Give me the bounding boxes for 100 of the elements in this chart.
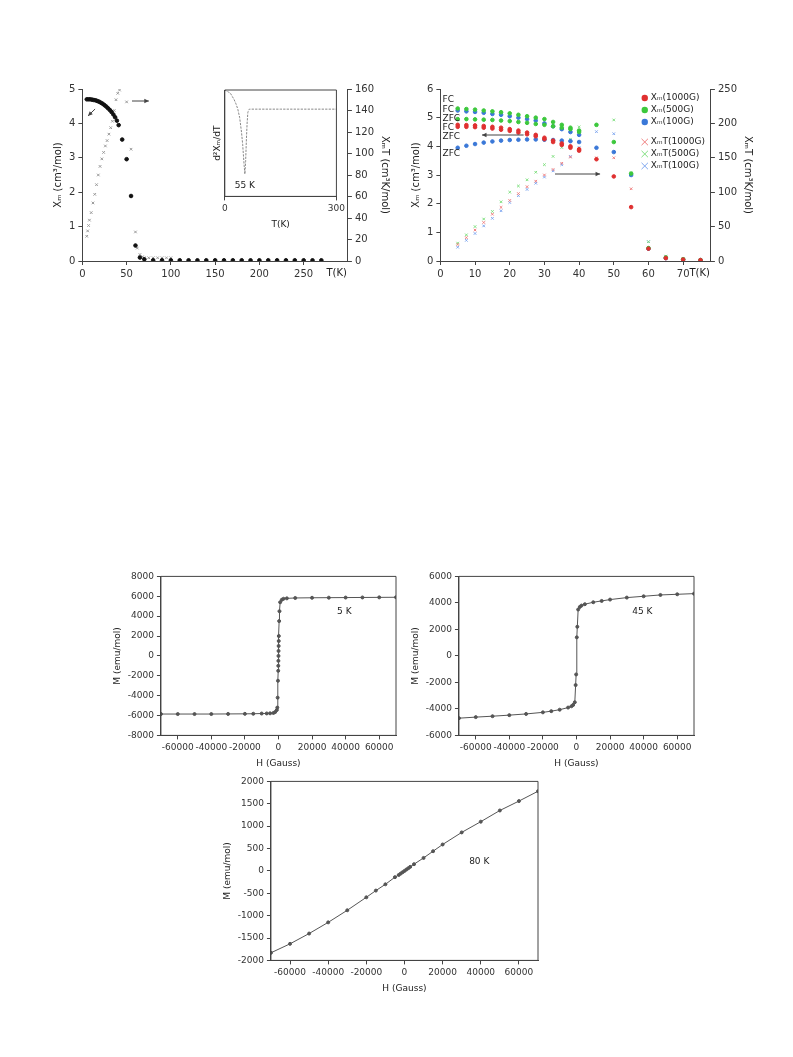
annotation: FC [442,104,454,115]
annotation: FC [442,122,454,133]
y-tick-label: 6 [426,82,434,94]
y-axis-title: M (emu/mol) [111,627,122,685]
y-tick-label: -500 [243,887,265,898]
y2-axis-title: XₘT (cm³K/mol) [380,136,392,215]
x-tick-label: 0 [401,967,408,978]
x-tick-label: 300 [327,203,346,214]
x-tick-label: 50 [120,267,133,279]
y-tick-label: -4000 [127,689,155,700]
y-tick-label: 2 [426,197,434,209]
x-tick-label: 20 [503,267,517,279]
y-tick-label: 2000 [131,630,155,641]
y-tick-label: 1000 [241,820,265,831]
y-tick-label: 0 [446,650,453,661]
y-tick-label: -1000 [237,909,265,920]
x-tick-label: 250 [294,267,314,279]
y-tick-label: 4000 [131,610,155,621]
y-tick-label: 0 [148,650,155,661]
x-tick-label: 40000 [629,742,659,753]
legend-label: Xₘ(500G) [650,104,694,115]
y-tick-label: 3 [68,151,76,163]
legend-label: Xₘ(100G) [650,116,694,127]
y-tick-label: 1 [68,220,76,232]
y2-tick-label: 200 [717,116,738,128]
y-tick-label: 2000 [241,775,265,786]
x-tick-label: -20000 [526,742,560,753]
y-tick-label: 4 [426,139,434,151]
x-tick-label: 40000 [466,967,496,978]
y2-tick-label: 60 [354,190,368,202]
y2-tick-label: 20 [354,233,368,245]
x-tick-label: 150 [205,267,225,279]
y-axis-title: M (emu/mol) [221,842,232,900]
annotation: ZFC [442,147,461,158]
x-tick-label: 60000 [504,967,534,978]
legend-label: XₘT(1000G) [650,136,705,147]
x-tick-label: -20000 [228,742,262,753]
x-tick-label: -40000 [312,967,345,978]
y-tick-label: 1 [426,225,434,237]
x-tick-label: 20000 [297,742,327,753]
y2-tick-label: 40 [354,211,368,223]
x-tick-label: -60000 [459,742,492,753]
y-tick-label: 500 [246,842,265,853]
y-tick-label: 5 [68,82,76,94]
x-tick-label: 60000 [364,742,394,753]
y-tick-label: -8000 [127,729,155,740]
x-tick-label: 30 [538,267,551,279]
y2-tick-label: 140 [354,104,375,116]
y-tick-label: 2 [68,185,76,197]
y2-axis-title: XₘT (cm³K/mol) [743,136,755,215]
y-tick-label: -1500 [237,932,265,943]
y2-tick-label: 50 [717,220,731,232]
x-tick-label: -60000 [274,967,307,978]
x-tick-label: -40000 [493,742,526,753]
x-tick-label: 0 [79,267,86,279]
x-axis-title: T(K) [325,266,348,278]
legend-label: XₘT(100G) [650,160,700,171]
y-tick-label: -4000 [425,703,453,714]
x-axis-title: T(K) [270,218,290,229]
annotation: ZFC [442,131,461,142]
y2-tick-label: 100 [717,185,738,197]
y-axis-title: M (emu/mol) [409,627,420,685]
y2-tick-label: 80 [354,168,368,180]
annotation: 80 K [469,856,491,867]
x-tick-label: 60 [642,267,655,279]
x-tick-label: 20000 [595,742,625,753]
x-tick-label: 50 [607,267,621,279]
y2-tick-label: 0 [354,254,362,266]
legend-label: Xₘ(1000G) [650,92,700,103]
y-axis-title: Xₘ (cm³/mol) [409,142,421,208]
y-tick-label: 5 [426,111,434,123]
x-tick-label: 0 [275,742,282,753]
x-tick-label: 40 [572,267,586,279]
y-tick-label: 0 [68,254,76,266]
x-tick-label: 40000 [331,742,361,753]
y2-tick-label: 160 [354,82,375,94]
annotation: ZFC [442,113,461,124]
y2-tick-label: 120 [354,125,375,137]
x-tick-label: 10 [468,267,482,279]
y-tick-label: -2000 [237,954,265,965]
y2-tick-label: 150 [717,151,738,163]
y-tick-label: 4 [68,116,76,128]
y2-tick-label: 250 [717,82,738,94]
x-axis-title: H (Gauss) [382,982,427,993]
y-tick-label: 6000 [131,590,155,601]
x-tick-label: 200 [249,267,269,279]
x-tick-label: 100 [161,267,181,279]
y-tick-label: 2000 [429,623,453,634]
y-tick-label: 3 [426,168,434,180]
annotation: FC [442,94,454,105]
y-tick-label: 4000 [429,597,453,608]
y-tick-label: 1500 [241,798,265,809]
y-tick-label: -2000 [127,670,155,681]
x-tick-label: 20000 [428,967,458,978]
y-tick-label: 8000 [131,570,155,581]
x-axis-title: H (Gauss) [554,757,599,768]
y2-tick-label: 0 [717,254,725,266]
x-tick-label: -20000 [350,967,383,978]
y-tick-label: 0 [426,254,434,266]
annotation: 55 K [234,179,257,190]
